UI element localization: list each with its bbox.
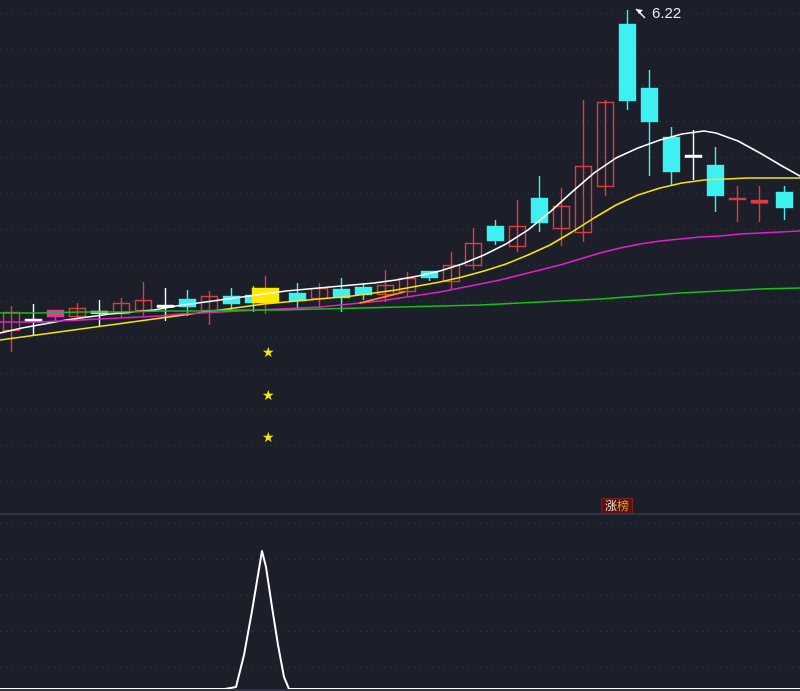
bottom-edge bbox=[0, 689, 800, 691]
candlestick[interactable] bbox=[596, 100, 615, 196]
candlestick[interactable] bbox=[354, 283, 373, 300]
candle-body bbox=[24, 318, 43, 322]
candlestick[interactable] bbox=[486, 220, 505, 245]
candle-body bbox=[662, 136, 681, 173]
indicator-panel[interactable] bbox=[0, 515, 800, 691]
candle-body bbox=[728, 197, 747, 201]
indicator-spike-line bbox=[0, 550, 800, 690]
candle-body bbox=[442, 264, 461, 283]
moving-average-line bbox=[0, 287, 800, 314]
candle-body bbox=[464, 242, 483, 267]
candlestick[interactable] bbox=[442, 252, 461, 290]
candlestick[interactable] bbox=[200, 291, 219, 325]
signal-star-icon: ★ bbox=[262, 387, 275, 403]
candle-body bbox=[596, 101, 615, 188]
moving-average-line bbox=[0, 177, 800, 341]
candlestick[interactable] bbox=[640, 70, 659, 176]
badge-char-1: 涨 bbox=[605, 499, 618, 513]
signal-star-icon: ★ bbox=[262, 344, 275, 360]
price-chart-panel[interactable]: 6.22 ★ ★ ★ 涨榜 bbox=[0, 0, 800, 513]
candle-body bbox=[508, 225, 527, 248]
candlestick[interactable] bbox=[508, 200, 527, 252]
candlestick[interactable] bbox=[552, 188, 571, 246]
candle-body bbox=[574, 165, 593, 234]
candlestick[interactable] bbox=[750, 186, 769, 222]
candlestick[interactable] bbox=[24, 304, 43, 336]
price-pointer-arrow bbox=[635, 8, 646, 19]
price-annotation-label: 6.22 bbox=[652, 5, 682, 22]
candlestick[interactable] bbox=[332, 278, 351, 312]
candle-body bbox=[684, 154, 703, 158]
panel-divider bbox=[0, 513, 800, 515]
candlestick[interactable] bbox=[574, 100, 593, 242]
candle-body bbox=[640, 87, 659, 123]
candlestick[interactable] bbox=[684, 130, 703, 180]
candlestick[interactable] bbox=[618, 10, 637, 110]
candlestick[interactable] bbox=[775, 186, 794, 220]
moving-average-line bbox=[0, 230, 800, 323]
pointer-head bbox=[636, 9, 643, 14]
candle-body bbox=[775, 191, 794, 209]
candlestick[interactable] bbox=[728, 186, 747, 222]
candle-body bbox=[288, 292, 307, 302]
signal-star-icon: ★ bbox=[262, 429, 275, 445]
candlestick[interactable] bbox=[90, 300, 109, 326]
rising-list-badge[interactable]: 涨榜 bbox=[601, 498, 634, 513]
candle-body bbox=[552, 205, 571, 230]
candlestick[interactable] bbox=[464, 228, 483, 270]
candle-body bbox=[486, 225, 505, 242]
candlestick[interactable] bbox=[251, 276, 280, 314]
price-chart-canvas bbox=[0, 8, 800, 482]
candlestick[interactable] bbox=[112, 298, 131, 318]
moving-average-line bbox=[359, 291, 405, 304]
candle-body bbox=[750, 199, 769, 204]
candle-body bbox=[618, 23, 637, 102]
candlestick[interactable] bbox=[288, 283, 307, 309]
candlestick[interactable] bbox=[530, 176, 549, 232]
badge-char-2: 榜 bbox=[617, 499, 630, 513]
indicator-canvas bbox=[0, 523, 800, 690]
candle-body bbox=[530, 197, 549, 224]
